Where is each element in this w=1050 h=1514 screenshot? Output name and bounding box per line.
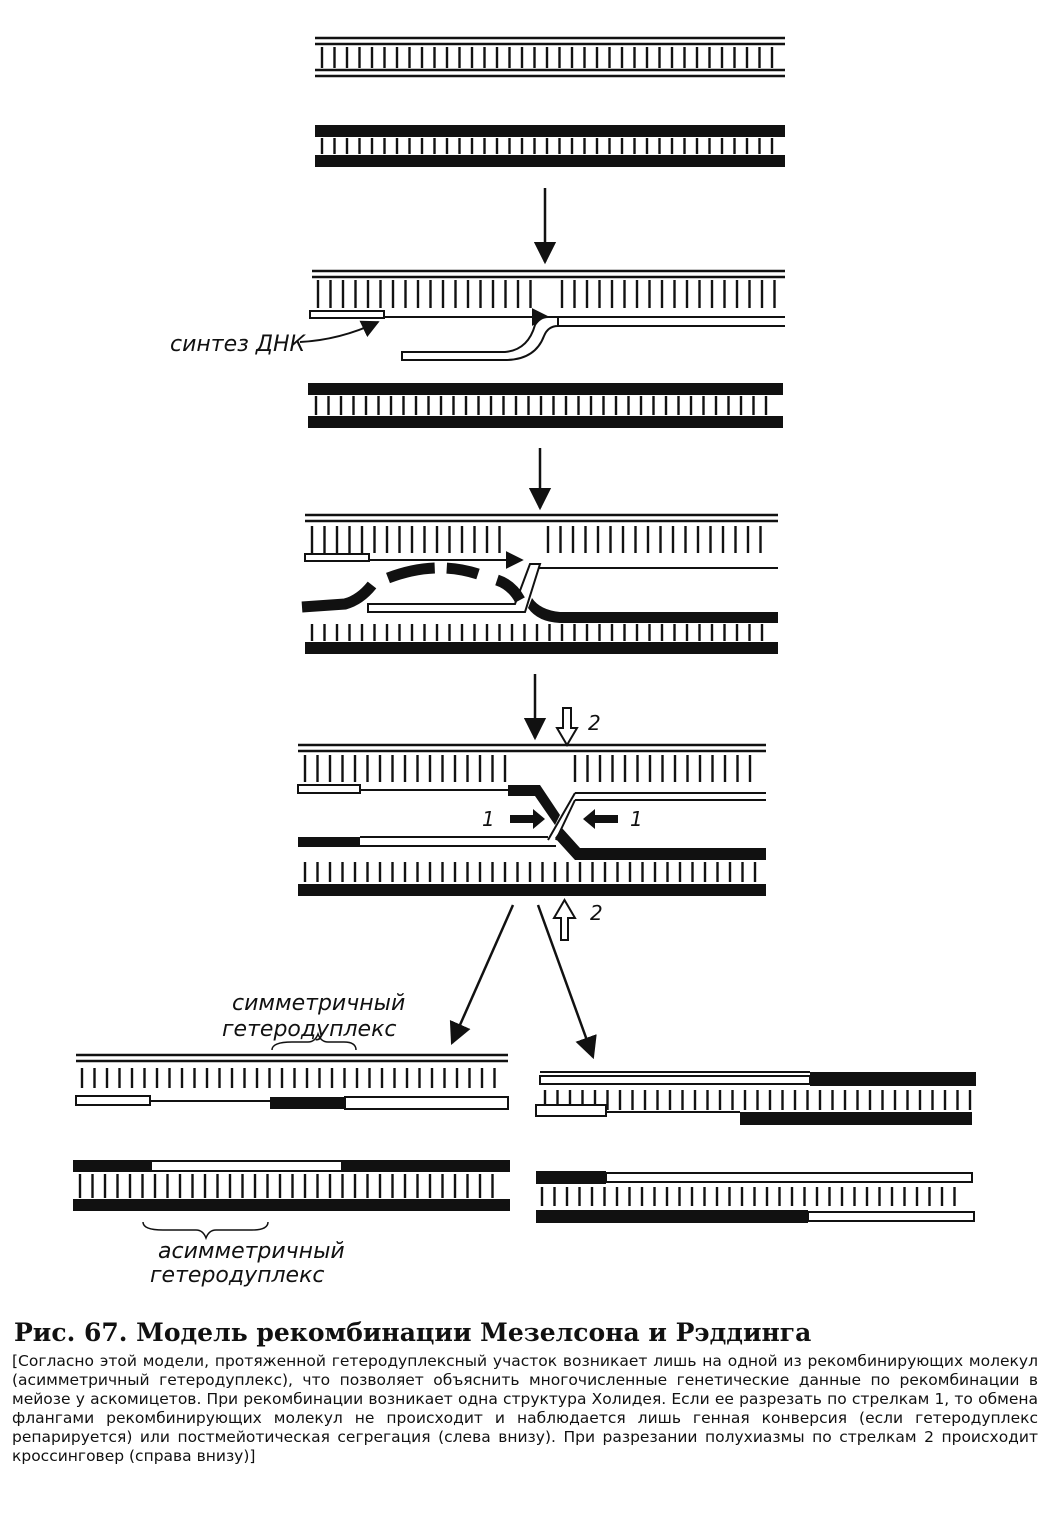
recombination-diagram: синтез ДНК 2 bbox=[73, 36, 976, 1288]
cut-2-bottom-label: 2 bbox=[590, 901, 603, 925]
stage-3 bbox=[301, 513, 778, 654]
asymmetric-label-1: асимметричный bbox=[158, 1239, 345, 1264]
duplex-1-black bbox=[315, 125, 785, 167]
cut-arrow-2-top bbox=[555, 707, 579, 747]
left-product-gene-conversion: симметричный гетеродуплекс асимметричный… bbox=[73, 991, 510, 1288]
cut-arrow-2-bottom bbox=[552, 898, 577, 941]
figure-caption-body: [Согласно этой модели, протяженной гетер… bbox=[12, 1352, 1038, 1465]
symmetric-label-2: гетеродуплекс bbox=[222, 1017, 396, 1042]
arrow-to-left-product bbox=[449, 904, 515, 1046]
figure-caption-title: Рис. 67. Модель рекомбинации Мезелсона и… bbox=[14, 1318, 812, 1347]
dna-synthesis-label: синтез ДНК bbox=[170, 332, 307, 357]
stage-1 bbox=[315, 36, 785, 167]
stage-4-holliday: 1 1 bbox=[297, 743, 766, 896]
asymmetric-label-2: гетеродуплекс bbox=[150, 1263, 324, 1288]
arrow-to-right-product bbox=[536, 904, 597, 1060]
cut-1-right-label: 1 bbox=[630, 807, 643, 831]
right-product-crossing-over bbox=[535, 1071, 976, 1223]
symmetric-label-1: симметричный bbox=[232, 991, 405, 1016]
cut-2-top-label: 2 bbox=[588, 711, 601, 735]
duplex-1-white bbox=[315, 36, 785, 78]
stage-2: синтез ДНК bbox=[170, 269, 785, 428]
cut-1-left-label: 1 bbox=[482, 807, 495, 831]
